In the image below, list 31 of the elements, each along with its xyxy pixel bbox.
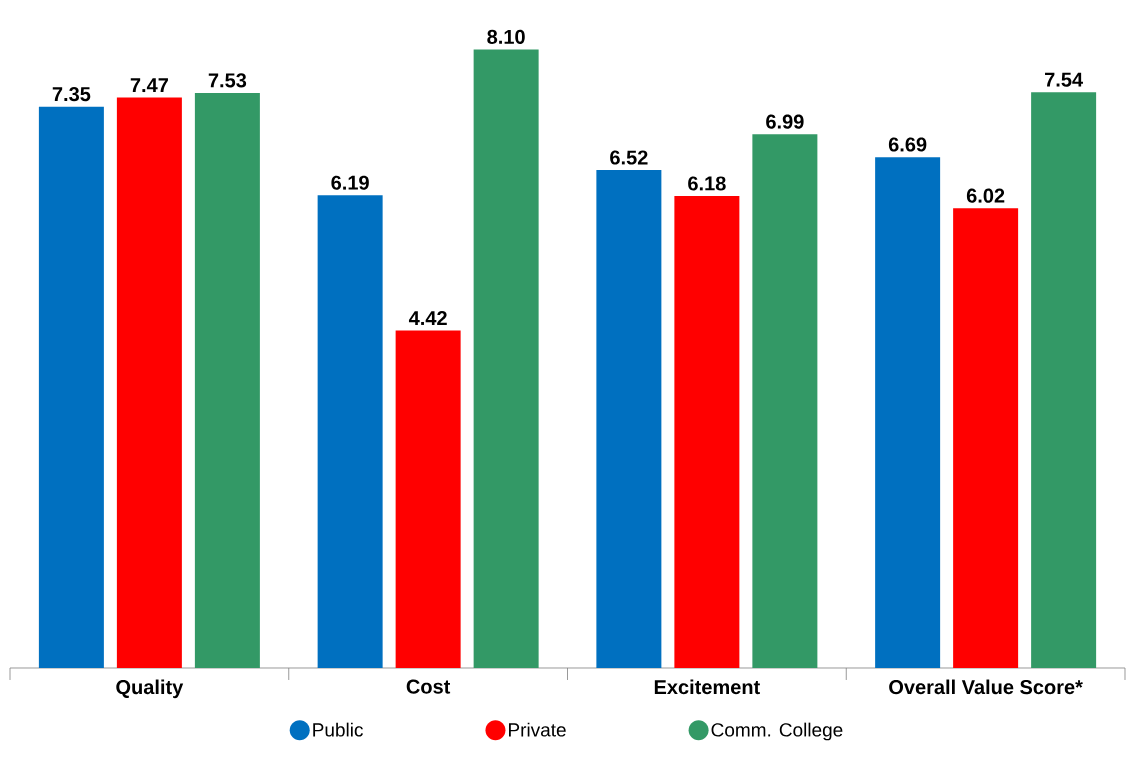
bar [953, 208, 1019, 668]
data-label: 7.54 [1045, 72, 1083, 87]
legend-label: Comm. College [711, 722, 843, 741]
data-label: 7.53 [208, 73, 247, 88]
bar [116, 97, 182, 668]
data-label: 6.99 [766, 114, 804, 129]
bar [194, 93, 260, 668]
bar [473, 49, 539, 668]
data-label: 6.52 [610, 150, 648, 165]
legend-label: Public [313, 722, 363, 737]
bar [596, 170, 662, 668]
legend-label: Private [509, 722, 566, 737]
data-label: 6.18 [688, 176, 726, 191]
x-tick-label: Excitement [654, 679, 760, 695]
x-tick-label: Cost [406, 679, 451, 694]
x-tick-label: Overall Value Score* [889, 679, 1083, 695]
bar [317, 195, 383, 668]
x-tick-label: Quality [116, 679, 184, 699]
data-label: 6.02 [966, 188, 1005, 203]
data-label: 6.19 [331, 175, 369, 190]
bar [38, 106, 104, 668]
bar [395, 330, 461, 668]
data-label: 6.69 [888, 137, 927, 152]
bar [674, 196, 740, 668]
bar [1031, 92, 1097, 668]
data-label: 8.10 [487, 29, 525, 44]
bar [875, 157, 941, 668]
data-label: 7.35 [52, 87, 91, 102]
bar [752, 134, 818, 668]
data-label: 4.42 [408, 310, 447, 325]
data-label: 7.47 [130, 78, 168, 93]
